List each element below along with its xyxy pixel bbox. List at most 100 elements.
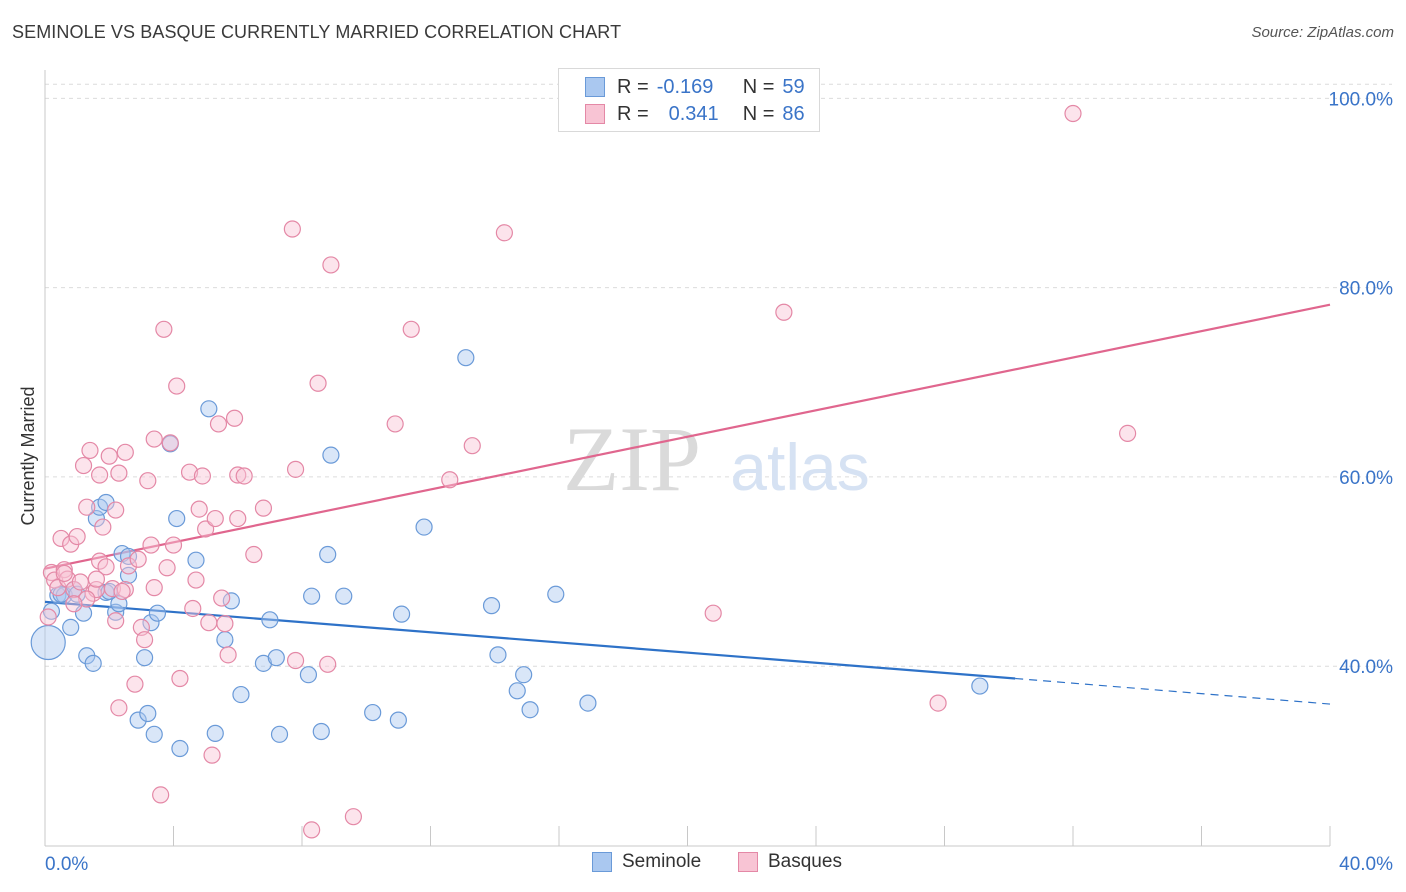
tick-labels: 40.0% 60.0% 80.0% 100.0% 0.0% 40.0% xyxy=(45,89,1393,875)
x-tick-label: 0.0% xyxy=(45,854,88,875)
basques-point xyxy=(206,509,224,528)
stats-legend: R = -0.169 N = 59 R = 0.341 N = 86 xyxy=(558,68,820,132)
basques-point xyxy=(145,430,163,448)
seminole-point xyxy=(171,739,189,758)
seminole-point xyxy=(489,646,507,664)
legend-row-seminole: R = -0.169 N = 59 xyxy=(585,75,805,99)
basques-trend-line xyxy=(44,303,1331,570)
basques-point xyxy=(110,699,128,717)
basques-point xyxy=(200,614,218,632)
seminole-point xyxy=(392,605,411,623)
seminole-point xyxy=(971,677,989,695)
basques-point xyxy=(116,443,134,461)
y-axis-label: Currently Married xyxy=(18,386,38,525)
seminole-point xyxy=(119,547,138,566)
seminole-point xyxy=(364,703,382,722)
basques-point xyxy=(74,456,93,475)
seminole-point xyxy=(168,509,186,528)
seminole-point xyxy=(200,400,218,418)
basques-point xyxy=(309,374,327,392)
seminole-point xyxy=(84,654,102,672)
basques-point xyxy=(113,582,131,601)
basques-point xyxy=(91,466,109,484)
grid-lines xyxy=(45,83,1392,667)
basques-point xyxy=(103,579,122,598)
seminole-point xyxy=(267,649,285,667)
chart-title: SEMINOLE VS BASQUE CURRENTLY MARRIED COR… xyxy=(12,22,622,42)
basques-point xyxy=(158,559,176,577)
basques-point xyxy=(139,472,157,490)
watermark: ZIP atlas xyxy=(563,408,870,510)
y-tick-label: 60.0% xyxy=(1339,468,1393,489)
basques-point xyxy=(68,527,86,546)
basques-point xyxy=(97,558,115,576)
basques-point xyxy=(386,415,404,433)
seminole-point xyxy=(216,631,234,649)
y-tick-label: 100.0% xyxy=(1329,89,1394,110)
basques-point xyxy=(209,415,228,433)
basques-point xyxy=(1064,104,1082,123)
basques-point xyxy=(463,437,481,455)
legend-swatch-basques xyxy=(585,104,605,124)
legend-n-label: N = xyxy=(742,75,775,98)
basques-point xyxy=(245,545,263,564)
data-points xyxy=(30,104,1137,839)
basques-point xyxy=(81,441,99,460)
seminole-point xyxy=(119,566,138,584)
basques-point xyxy=(78,590,96,608)
basques-point xyxy=(168,377,186,395)
seminole-point xyxy=(319,545,337,564)
seminole-point xyxy=(322,446,340,464)
basques-point xyxy=(254,499,273,517)
basques-point xyxy=(225,409,244,427)
bottom-legend-swatch-seminole xyxy=(592,852,612,872)
bottom-legend-label-basques: Basques xyxy=(768,851,842,872)
basques-point xyxy=(344,808,362,826)
seminole-point xyxy=(148,604,167,622)
seminole-point xyxy=(261,611,279,629)
basques-point xyxy=(164,536,183,554)
legend-n-value: 86 xyxy=(782,102,805,125)
seminole-point xyxy=(135,649,154,667)
seminole-point xyxy=(206,724,224,742)
seminole-point xyxy=(187,551,205,569)
basques-point xyxy=(219,646,237,664)
basques-point xyxy=(129,550,147,568)
seminole-point xyxy=(30,624,66,661)
basques-point xyxy=(161,434,179,452)
basques-point xyxy=(704,604,722,622)
basques-point xyxy=(107,612,125,630)
basques-point xyxy=(229,466,247,484)
basques-point xyxy=(71,573,89,591)
seminole-point xyxy=(389,711,407,729)
basques-point xyxy=(65,595,83,613)
source-credit: Source: ZipAtlas.com xyxy=(1251,24,1394,41)
seminole-point xyxy=(515,666,533,684)
legend-r-value: 0.341 xyxy=(668,102,719,125)
basques-point xyxy=(39,608,57,626)
basques-point xyxy=(55,561,73,579)
legend-n-label: N = xyxy=(742,102,775,125)
seminole-point xyxy=(521,701,539,719)
seminole-point xyxy=(222,592,240,610)
seminole-point xyxy=(62,618,80,636)
basques-point xyxy=(929,694,947,712)
basques-point xyxy=(171,669,189,688)
basques-point xyxy=(180,463,199,481)
seminole-point xyxy=(415,518,433,536)
legend-row-basques: R = 0.341 N = 86 xyxy=(585,102,805,126)
basques-point xyxy=(142,536,160,554)
seminole-point xyxy=(270,725,289,743)
basques-point xyxy=(203,746,221,764)
x-tick-label: 40.0% xyxy=(1339,854,1393,875)
basques-point xyxy=(184,599,202,618)
basques-point xyxy=(94,518,112,536)
basques-point xyxy=(213,589,231,607)
basques-point xyxy=(441,471,459,489)
basques-point xyxy=(100,447,118,465)
basques-point xyxy=(126,675,144,693)
seminole-point xyxy=(457,349,475,367)
seminole-point xyxy=(299,666,318,684)
basques-point xyxy=(78,498,96,516)
